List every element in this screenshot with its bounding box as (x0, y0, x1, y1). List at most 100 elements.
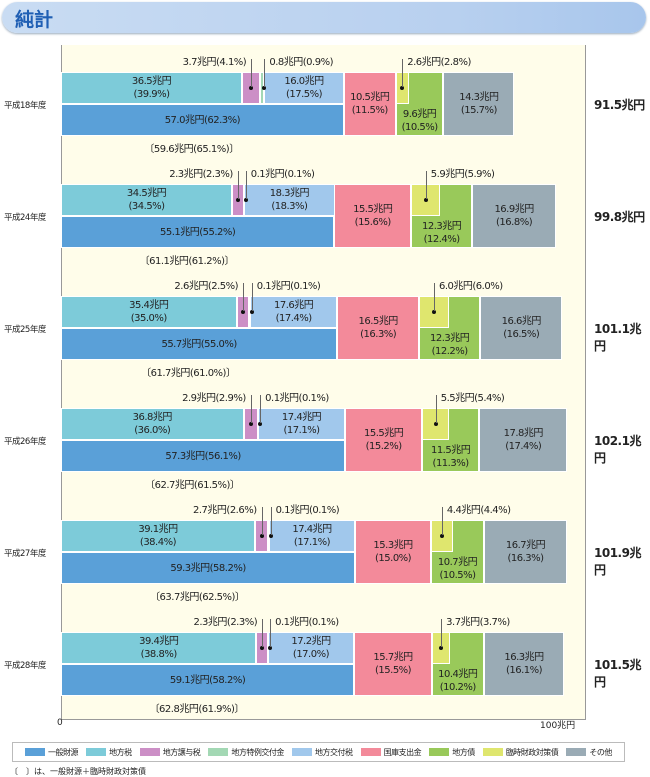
transfer-tax-label: 2.3兆円(2.3%) (193, 617, 258, 628)
callout-line (264, 59, 266, 87)
callout-line (250, 395, 252, 423)
bar-segment-allocation-tax: 17.4兆円 (17.1%) (268, 520, 356, 552)
bracket-label: 〔62.8兆円(61.9%)〕 (149, 704, 245, 715)
marker-dot (249, 86, 254, 90)
bar-segment-general-revenue: 59.3兆円(58.2%) (61, 552, 356, 584)
callout-line (402, 59, 404, 87)
marker-dot (268, 646, 273, 650)
bar-segment-general-revenue: 59.1兆円(58.2%) (61, 664, 355, 696)
legend-item: 地方特例交付金 (208, 747, 284, 758)
marker-dot (433, 422, 438, 426)
legend-item: 国庫支出金 (360, 747, 422, 758)
transfer-tax-label: 2.7兆円(2.6%) (193, 505, 257, 516)
legend-label: 地方特例交付金 (231, 747, 284, 757)
legend-swatch (566, 748, 587, 756)
legend-label: 国庫支出金 (383, 747, 422, 757)
bar-segment-allocation-tax: 17.4兆円 (17.1%) (258, 408, 345, 440)
bar-segment-general-revenue: 57.3兆円(56.1%) (61, 440, 346, 472)
year-label: 平成25年度 (4, 325, 46, 335)
callout-line (435, 395, 437, 423)
marker-dot (235, 198, 240, 202)
callout-line (251, 59, 253, 87)
legend-item: 地方譲与税 (139, 747, 201, 758)
callout-line (251, 283, 253, 311)
legend-swatch (360, 748, 381, 756)
bar-segment-allocation-tax: 17.6兆円 (17.4%) (249, 296, 338, 328)
bar-segment-general-revenue: 55.7兆円(55.0%) (61, 328, 338, 360)
total-label: 101.5兆円 (594, 658, 641, 689)
bar-segment-other: 14.3兆円 (15.7%) (443, 72, 515, 136)
footnote: 〔 〕は、一般財源＋臨時財政対策債 (10, 767, 146, 776)
bar-segment-allocation-tax: 17.2兆円 (17.0%) (268, 632, 354, 664)
legend-label: 地方交付税 (314, 747, 353, 757)
transfer-tax-label: 2.3兆円(2.3%) (169, 169, 233, 180)
total-label: 101.9兆円 (594, 546, 641, 577)
bar-segment-national-treasury: 16.5兆円 (16.3%) (337, 296, 420, 360)
legend-label: 臨時財政対策債 (505, 747, 559, 757)
legend-swatch (208, 748, 229, 756)
marker-dot (431, 310, 436, 314)
special-grant-label: 0.1兆円(0.1%) (275, 617, 339, 628)
total-label: 102.1兆円 (594, 434, 641, 465)
legend-label: 一般財源 (48, 747, 79, 757)
transfer-tax-label: 3.7兆円(4.1%) (182, 57, 247, 68)
marker-dot (262, 86, 267, 90)
year-label: 平成24年度 (4, 213, 46, 223)
local-bonds-label: 12.3兆円 (12.4%) (422, 221, 462, 245)
callout-line (260, 395, 262, 423)
bracket-label: 〔63.7兆円(62.5%)〕 (150, 592, 245, 603)
legend-item: 地方交付税 (291, 747, 353, 758)
bar-segment-local-tax: 39.1兆円 (38.4%) (61, 520, 255, 552)
legend-item: 一般財源 (25, 747, 79, 758)
local-bonds-label: 9.6兆円 (10.5%) (401, 109, 439, 133)
bar-segment-national-treasury: 15.3兆円 (15.0%) (355, 520, 431, 584)
marker-dot (260, 646, 265, 650)
marker-dot (439, 534, 444, 538)
legend-label: 地方譲与税 (162, 747, 201, 757)
legend: 一般財源 地方税 地方譲与税 地方特例交付金 地方交付税 国庫支出金 地方債 臨時財政対策債 そ… (12, 742, 625, 762)
legend-swatch (291, 748, 312, 756)
total-label: 91.5兆円 (594, 98, 645, 112)
bar-segment-general-revenue: 57.0兆円(62.3%) (61, 104, 344, 136)
special-grant-label: 0.1兆円(0.1%) (265, 393, 329, 404)
bar-segment-national-treasury: 15.7兆円 (15.5%) (354, 632, 432, 696)
legend-label: その他 (589, 747, 612, 757)
callout-line (270, 507, 272, 535)
bar-segment-national-treasury: 15.5兆円 (15.6%) (334, 184, 412, 248)
marker-dot (423, 198, 428, 202)
legend-label: 地方債 (452, 747, 475, 757)
bar-segment-local-tax: 36.8兆円 (36.0%) (61, 408, 244, 440)
bar-segment-allocation-tax: 18.3兆円 (18.3%) (244, 184, 335, 216)
legend-item: 地方債 (429, 747, 475, 758)
bar-segment-general-revenue: 55.1兆円(55.2%) (61, 216, 335, 248)
total-label: 101.1兆円 (594, 322, 641, 353)
bracket-label: 〔61.7兆円(61.0%)〕 (141, 368, 236, 379)
transfer-tax-label: 2.6兆円(2.5%) (174, 281, 239, 292)
legend-swatch (482, 748, 503, 756)
local-bonds-label: 12.3兆円 (12.2%) (429, 333, 470, 357)
x-tick-0: 0 (57, 718, 63, 728)
legend-swatch (139, 748, 160, 756)
total-label: 99.8兆円 (594, 210, 645, 224)
chart-plot-area (61, 45, 586, 720)
year-label: 平成18年度 (4, 101, 46, 111)
bracket-label: 〔59.6兆円(65.1%)〕 (144, 144, 239, 155)
legend-label: 地方税 (109, 747, 132, 757)
year-label: 平成26年度 (4, 437, 46, 447)
temp-bonds-label: 3.7兆円(3.7%) (446, 617, 510, 628)
callout-line (433, 283, 435, 311)
bar-segment-other: 16.7兆円 (16.3%) (484, 520, 567, 584)
marker-dot (249, 310, 254, 314)
marker-dot (400, 86, 405, 90)
bar-segment-other: 16.3兆円 (16.1%) (483, 632, 565, 696)
callout-line (237, 171, 239, 199)
special-grant-label: 0.1兆円(0.1%) (250, 169, 315, 180)
section-header: 純計 (2, 2, 646, 33)
legend-swatch (25, 748, 46, 756)
marker-dot (248, 422, 253, 426)
marker-dot (241, 310, 246, 314)
marker-dot (439, 646, 444, 650)
bar-segment-local-tax: 35.4兆円 (35.0%) (61, 296, 237, 328)
temp-bonds-label: 5.9兆円(5.9%) (430, 169, 495, 180)
legend-swatch (429, 748, 450, 756)
